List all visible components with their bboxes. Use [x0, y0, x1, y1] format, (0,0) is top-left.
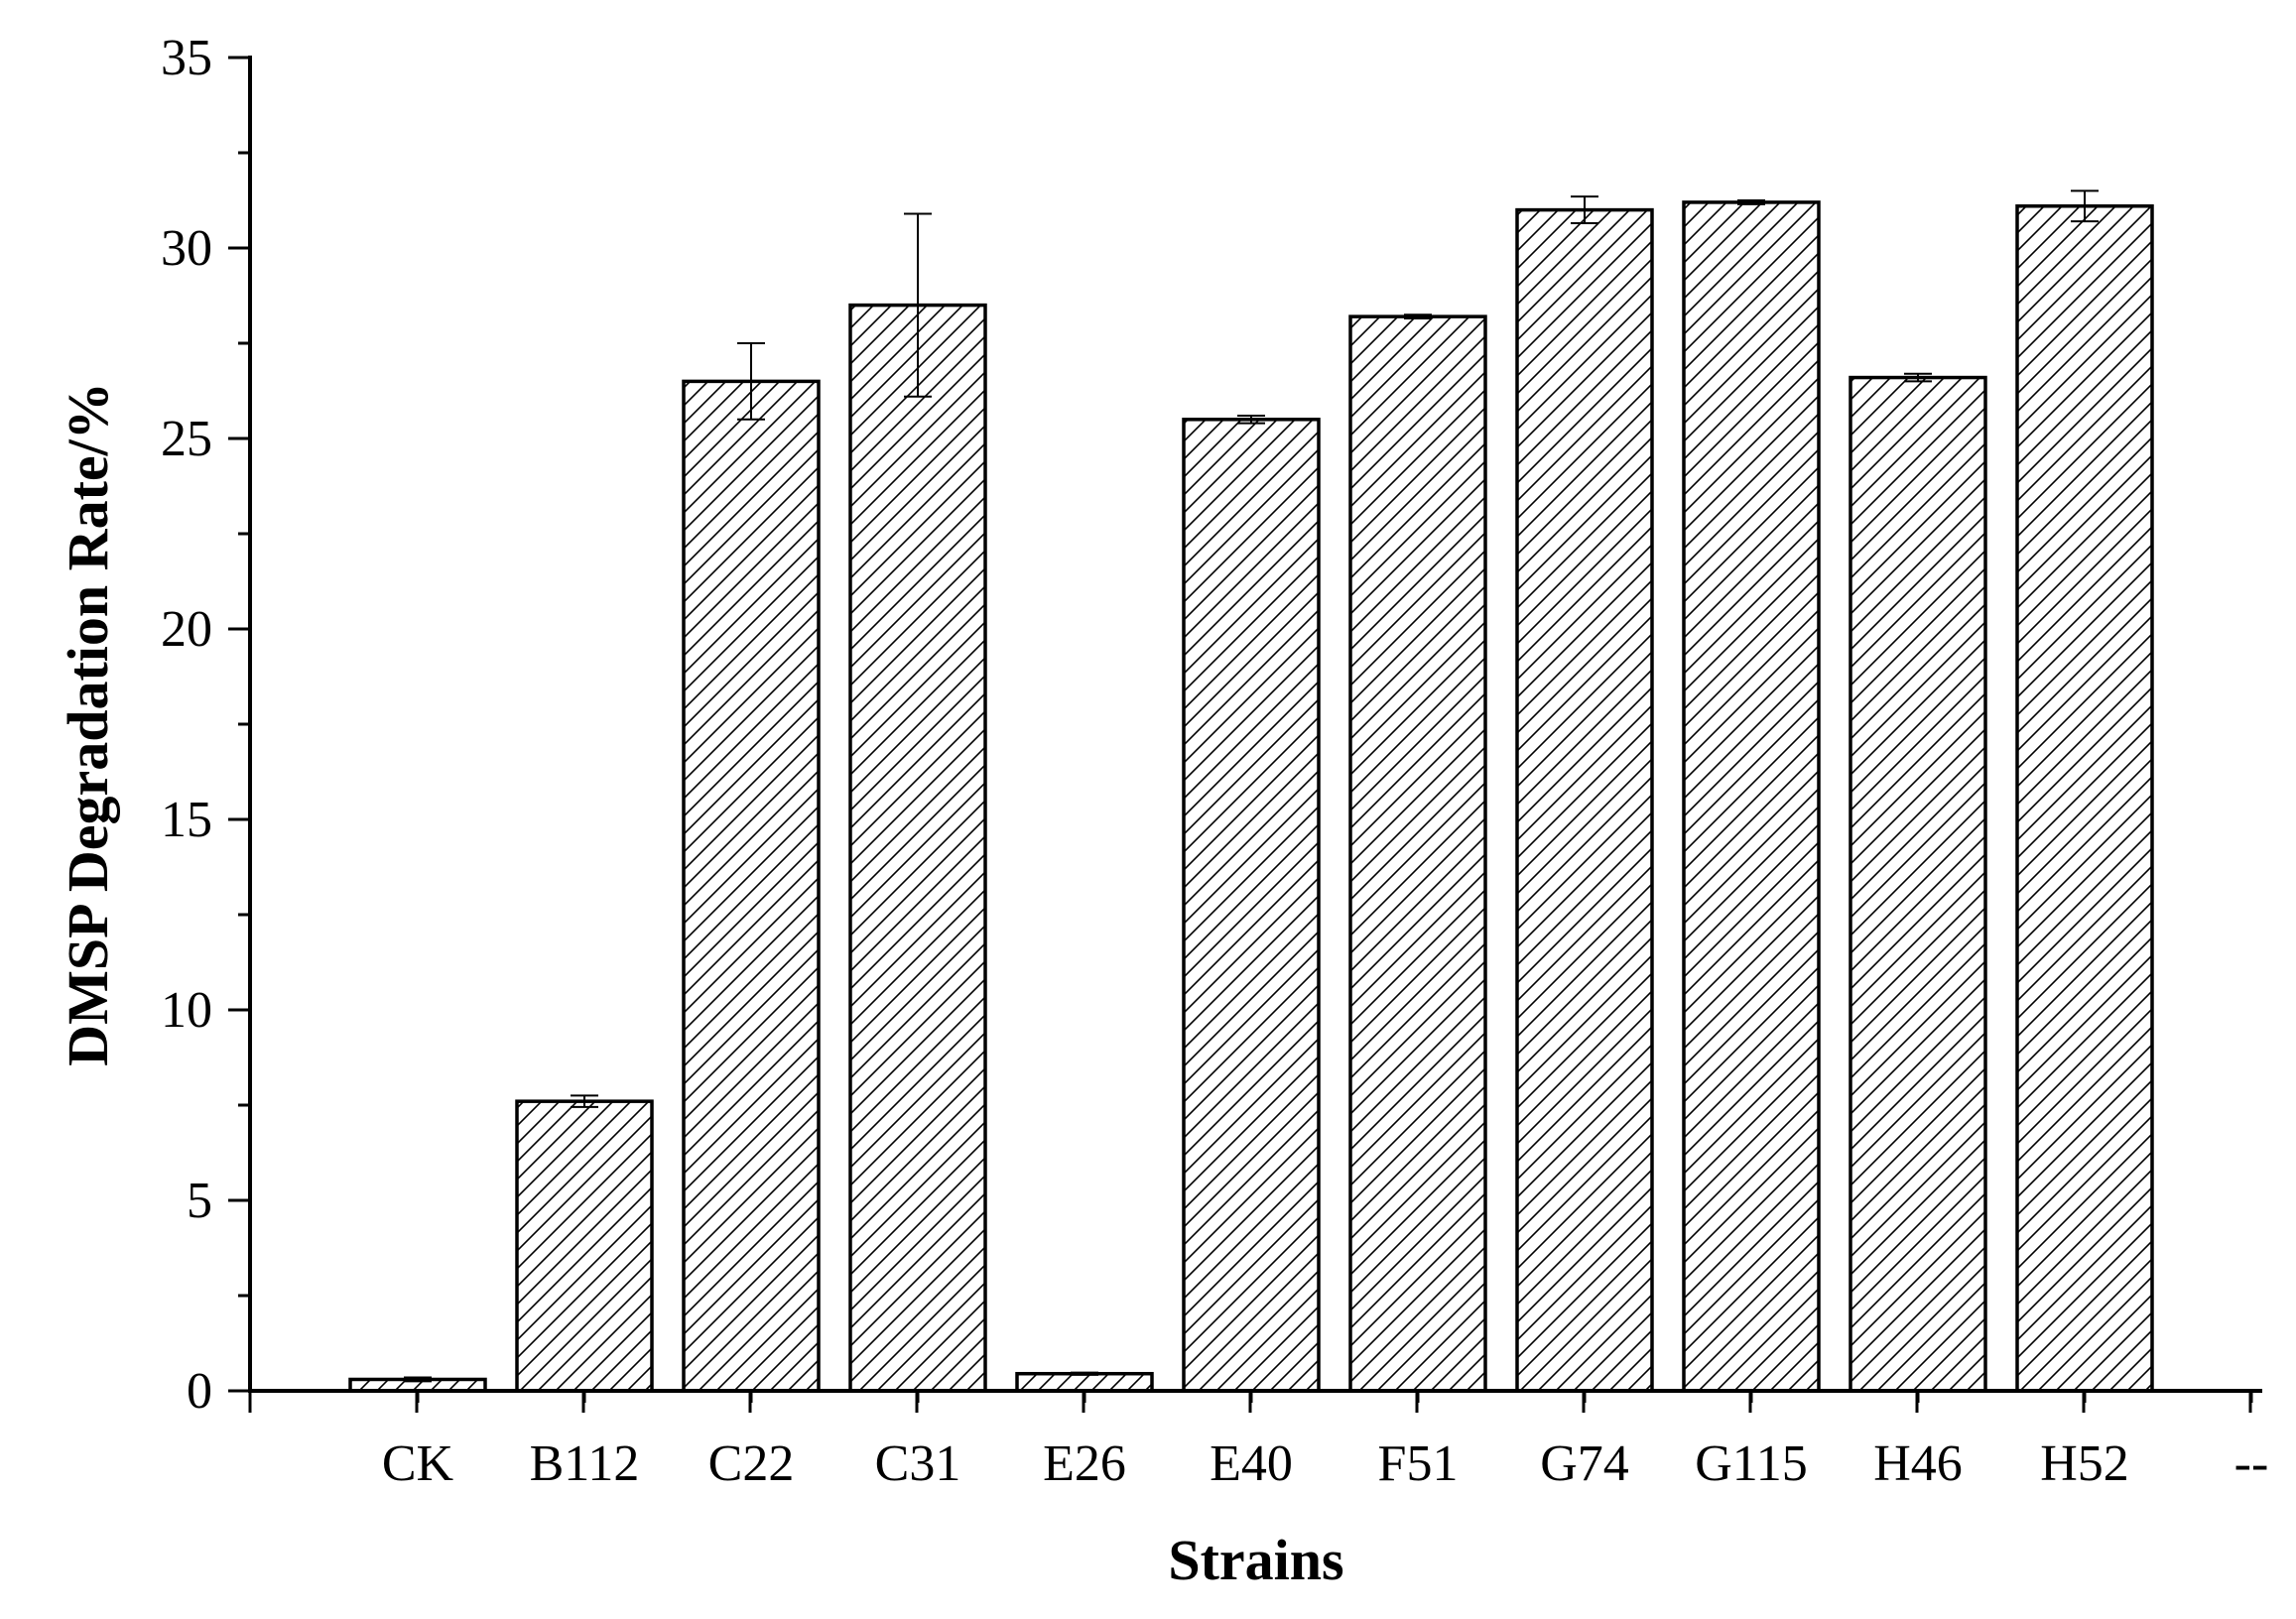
y-tick-label-30: 30	[161, 220, 212, 277]
labels-group: CK B112 C22 C31 E26 E40 F51 G74 G115 H46 H52 -- 0 5 10…	[161, 30, 2268, 1492]
y-tick-label-25: 25	[161, 411, 212, 467]
x-tick-label-dash: --	[2234, 1435, 2269, 1492]
bar-e40	[1182, 418, 1321, 1393]
bar-h46	[1849, 375, 1987, 1393]
x-tick-label-b112: B112	[530, 1435, 640, 1492]
y-tick-label-0: 0	[187, 1363, 212, 1420]
bar-f51	[1348, 314, 1487, 1393]
bar-g74	[1515, 207, 1654, 1393]
y-tick-label-10: 10	[161, 982, 212, 1039]
error-bars-group	[404, 189, 2099, 1383]
x-tick-label-c31: C31	[875, 1435, 961, 1492]
bar-b112	[515, 1099, 654, 1393]
x-tick-label-g115: G115	[1695, 1435, 1808, 1492]
y-tick-label-5: 5	[187, 1173, 212, 1229]
x-tick-label-e26: E26	[1043, 1435, 1126, 1492]
bars-group	[348, 200, 2154, 1393]
bar-e26	[1015, 1371, 1154, 1393]
axes-group	[228, 56, 2262, 1413]
y-tick-label-20: 20	[161, 601, 212, 658]
bar-h52	[2015, 204, 2154, 1393]
y-tick-label-15: 15	[161, 792, 212, 848]
x-tick-label-c22: C22	[708, 1435, 795, 1492]
y-axis-title: DMSP Degradation Rate/%	[56, 382, 120, 1066]
x-tick-label-h52: H52	[2040, 1435, 2129, 1492]
x-tick-label-h46: H46	[1873, 1435, 1963, 1492]
y-tick-label-35: 35	[161, 30, 212, 86]
x-tick-label-ck: CK	[382, 1435, 454, 1492]
x-axis-title: Strains	[1168, 1528, 1343, 1592]
x-tick-label-e40: E40	[1210, 1435, 1293, 1492]
x-tick-label-g74: G74	[1540, 1435, 1629, 1492]
x-tick-label-f51: F51	[1378, 1435, 1459, 1492]
bar-c31	[848, 303, 987, 1393]
bar-c22	[682, 379, 821, 1393]
bar-g115	[1682, 200, 1821, 1393]
